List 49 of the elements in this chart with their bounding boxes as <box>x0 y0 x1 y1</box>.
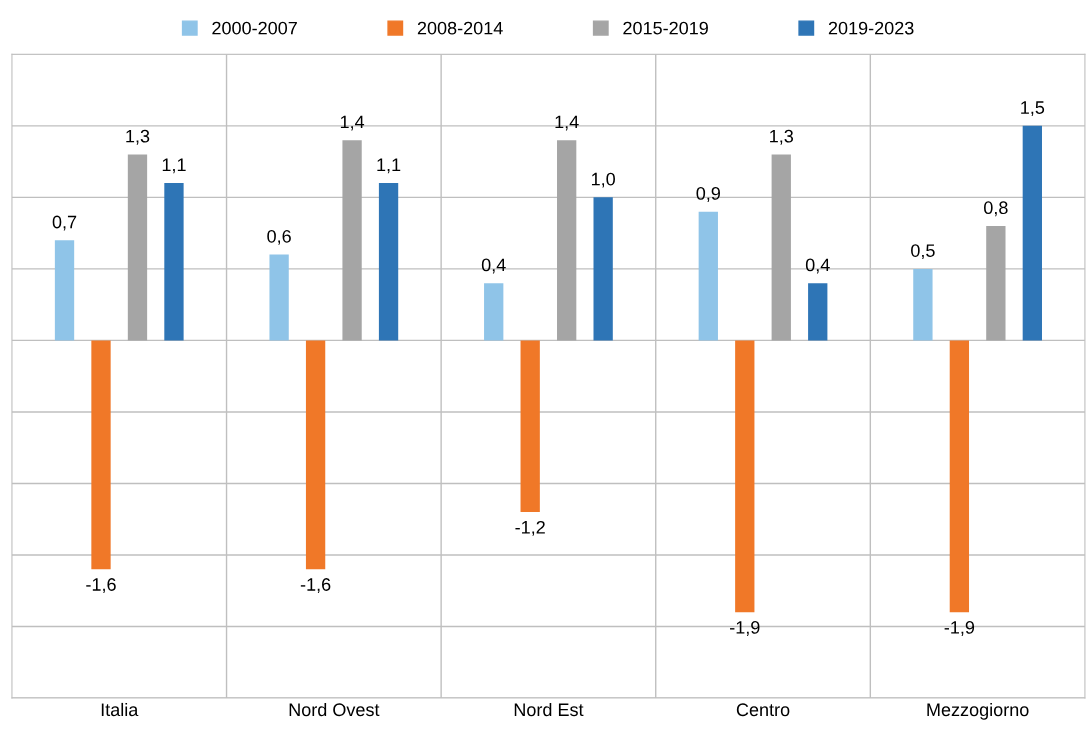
legend-label: 2015-2019 <box>623 21 708 35</box>
data-label: 1,5 <box>1021 101 1045 117</box>
bar <box>91 340 111 570</box>
legend-label: 2008-2014 <box>417 21 503 35</box>
data-label: 1,0 <box>591 172 615 188</box>
data-label: 1,4 <box>340 115 365 131</box>
bar <box>520 340 540 513</box>
bar <box>557 140 577 341</box>
bar <box>698 211 718 341</box>
data-label: 0,4 <box>805 258 830 274</box>
bar <box>808 283 828 341</box>
bar <box>54 240 75 341</box>
x-tick-label: Mezzogiorno <box>927 702 1029 720</box>
data-label: 1,3 <box>126 129 150 145</box>
bar <box>342 140 362 341</box>
bar <box>127 154 148 341</box>
bar <box>949 340 970 613</box>
data-label: -1,9 <box>944 621 975 636</box>
bar <box>269 254 289 341</box>
x-tick-label: Nord Ovest <box>289 702 380 717</box>
data-label: -1,6 <box>86 578 116 594</box>
bar <box>305 340 326 570</box>
legend-label: 2000-2007 <box>212 21 297 35</box>
bar <box>735 340 755 613</box>
data-label: -1,9 <box>730 621 760 636</box>
x-tick-label: Nord Est <box>514 702 584 717</box>
x-tick-label: Italia <box>101 702 139 717</box>
x-tick-label: Centro <box>736 703 790 717</box>
data-label: 1,1 <box>377 158 401 174</box>
data-label: 0,4 <box>481 258 506 274</box>
bar <box>986 225 1006 341</box>
data-label: -1,6 <box>300 578 331 594</box>
data-label: 0,7 <box>52 215 77 231</box>
bar <box>593 197 613 341</box>
data-label: 0,5 <box>911 244 935 260</box>
data-label: -1,2 <box>515 520 545 536</box>
legend-label: 2019-2023 <box>828 21 914 35</box>
bar <box>378 183 399 341</box>
data-label: 0,8 <box>984 201 1008 217</box>
bar <box>484 283 504 341</box>
data-label: 0,6 <box>267 229 291 245</box>
bar <box>164 183 184 341</box>
bar <box>913 268 933 341</box>
data-label: 1,1 <box>162 158 186 174</box>
data-label: 1,4 <box>555 115 579 131</box>
bar <box>1022 125 1042 341</box>
data-label: 1,3 <box>770 129 794 145</box>
data-label: 0,9 <box>696 186 720 202</box>
bar <box>771 154 791 341</box>
